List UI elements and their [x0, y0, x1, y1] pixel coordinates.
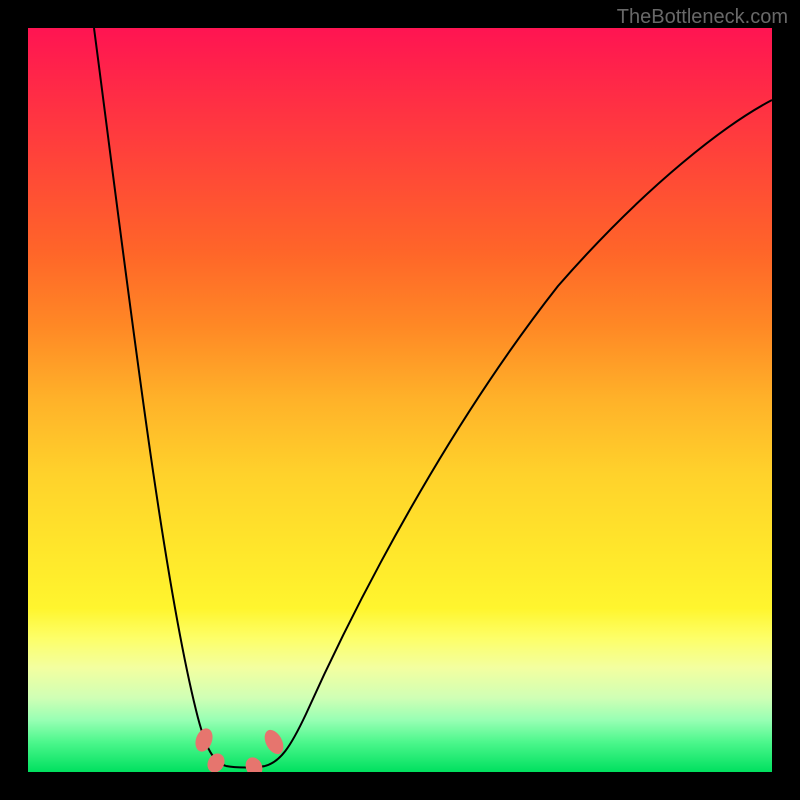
curve-right-branch — [265, 100, 772, 766]
marker-group — [192, 726, 287, 772]
data-marker — [192, 726, 215, 754]
data-marker — [243, 755, 266, 772]
watermark-label: TheBottleneck.com — [617, 6, 788, 29]
plot-area — [28, 28, 772, 772]
data-marker — [204, 750, 228, 772]
curve-left-branch — [94, 28, 226, 766]
bottleneck-curve — [28, 28, 772, 772]
